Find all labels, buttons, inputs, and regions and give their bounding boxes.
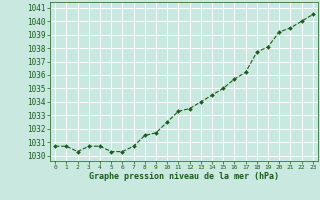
X-axis label: Graphe pression niveau de la mer (hPa): Graphe pression niveau de la mer (hPa) [89,172,279,181]
